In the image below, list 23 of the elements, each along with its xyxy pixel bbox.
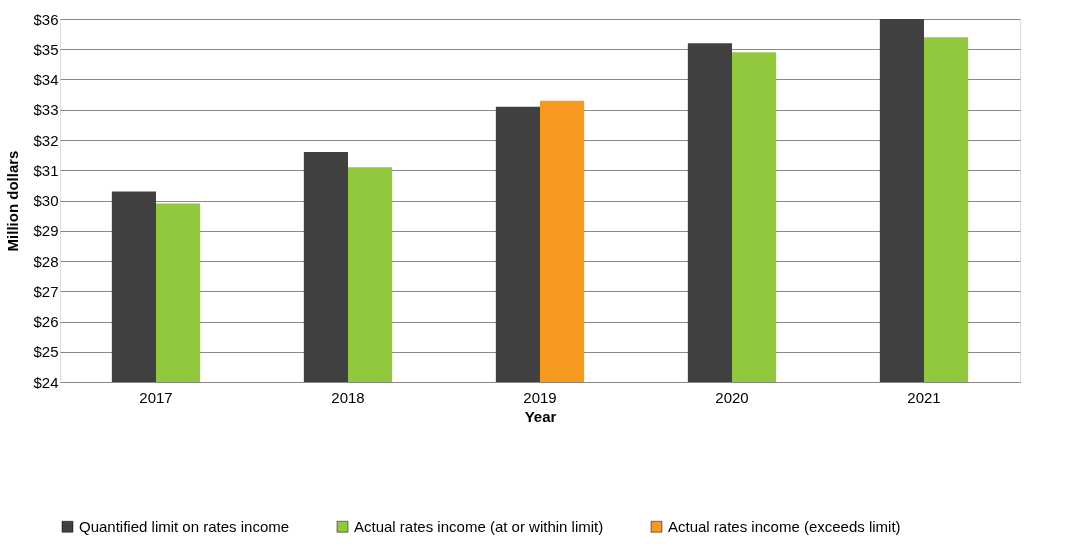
y-tick-label: $33 (33, 101, 59, 119)
y-axis-title: Million dollars (4, 150, 22, 252)
y-tick-label: $27 (33, 282, 59, 300)
y-tick-label: $32 (33, 131, 59, 149)
x-tick-label: 2021 (907, 388, 941, 406)
legend-label: Actual rates income (at or within limit) (354, 517, 604, 535)
y-tick-label: $31 (33, 161, 59, 179)
y-tick-label: $35 (33, 40, 59, 58)
legend-label: Actual rates income (exceeds limit) (668, 517, 901, 535)
y-tick-label: $28 (33, 252, 59, 270)
y-tick-label: $36 (33, 10, 59, 28)
x-tick-label: 2017 (139, 388, 173, 406)
y-tick-label: $30 (33, 192, 59, 209)
y-tick-label: $29 (33, 222, 59, 240)
x-tick-label: 2019 (523, 388, 557, 406)
x-tick-label: 2020 (715, 388, 749, 406)
x-tick-label: 2018 (331, 388, 365, 406)
x-axis-title: Year (524, 407, 557, 425)
y-tick-label: $24 (33, 373, 59, 391)
legend-label: Quantified limit on rates income (79, 517, 290, 535)
y-tick-label: $26 (33, 313, 59, 330)
y-tick-label: $34 (33, 71, 59, 88)
y-tick-label: $25 (33, 343, 59, 361)
